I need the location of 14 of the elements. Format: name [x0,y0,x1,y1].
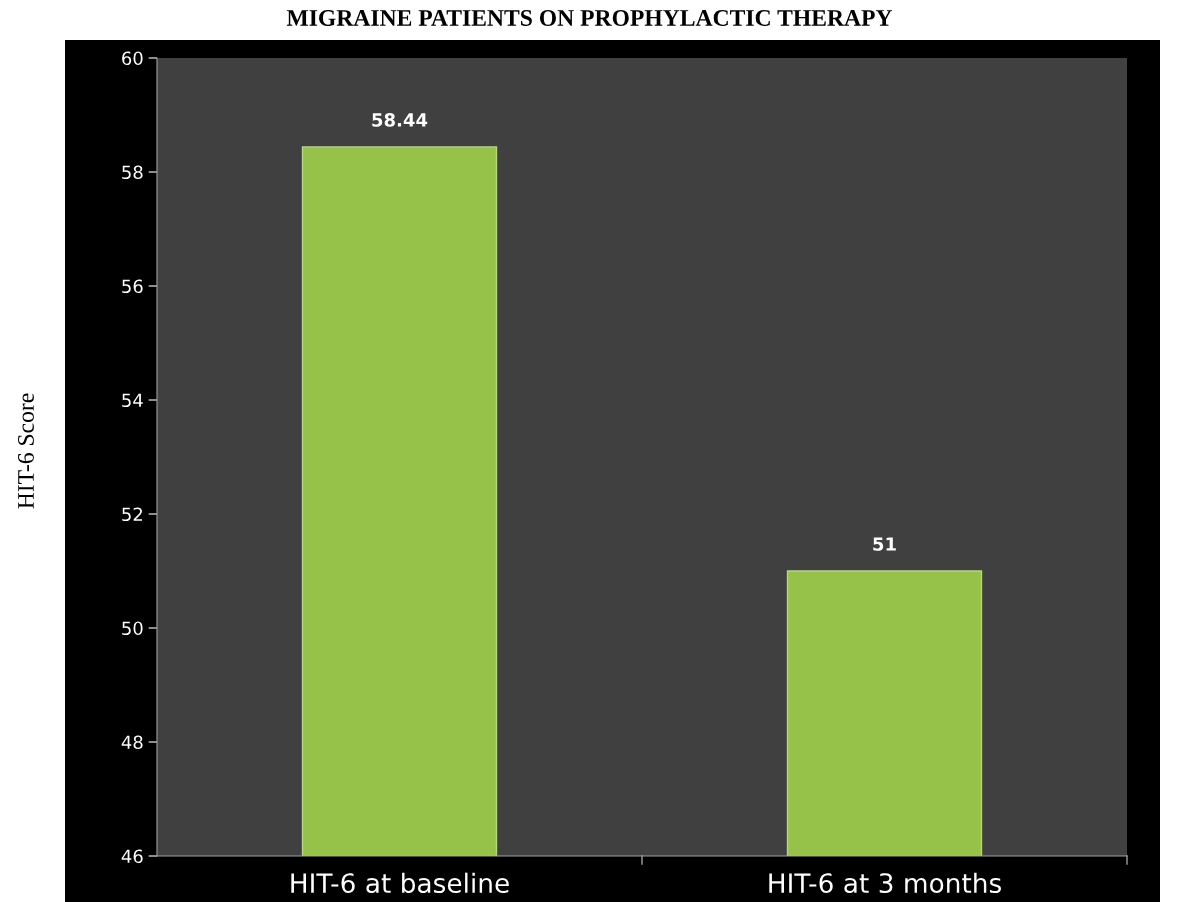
x-tick-label: HIT-6 at 3 months [769,872,1001,894]
data-label: 58.44 [372,113,428,127]
y-tick-label: 46 [121,849,143,864]
y-tick-label: 58 [122,165,143,180]
y-tick-label: 48 [121,735,143,750]
y-tick-label: 50 [122,621,143,636]
y-tick-label: 52 [122,507,142,522]
data-label: 51 [873,537,896,551]
y-tick-label: 54 [122,393,143,408]
y-tick-label: 60 [122,51,143,66]
x-tick-label: HIT-6 at baseline [291,872,509,894]
chart-title: MIGRAINE PATIENTS ON PROPHYLACTIC THERAPY [286,10,893,26]
y-tick-label: 56 [122,279,143,294]
y-axis-title: HIT-6 Score [18,393,34,509]
